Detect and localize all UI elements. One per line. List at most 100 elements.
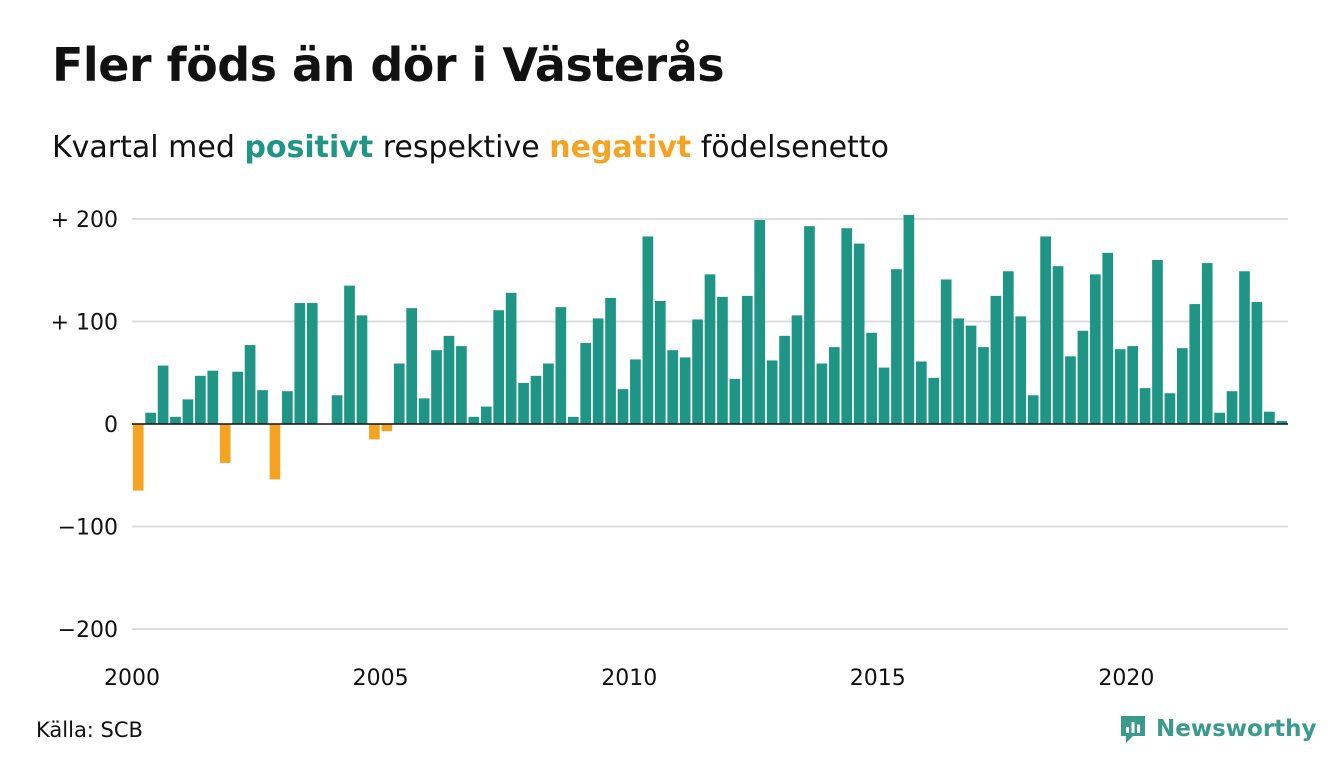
bar-positive — [195, 375, 206, 424]
bar-positive — [605, 297, 616, 424]
bar-positive — [1102, 252, 1114, 424]
bar-positive — [717, 296, 728, 424]
bar-positive — [692, 319, 703, 424]
subtitle-negative-word: negativt — [549, 130, 692, 165]
bar-positive — [928, 377, 940, 424]
bar-positive — [443, 335, 455, 424]
bar-positive — [232, 371, 244, 424]
bar-positive — [257, 390, 268, 424]
bar-positive — [468, 416, 480, 424]
bar-negative — [381, 424, 393, 432]
bar-positive — [828, 347, 840, 424]
bar-positive — [480, 406, 492, 424]
bar-positive — [1276, 420, 1288, 424]
subtitle-positive-word: positivt — [244, 130, 374, 165]
subtitle-text-middle: respektive — [382, 130, 540, 165]
bar-positive — [244, 345, 256, 424]
bar-positive — [1052, 266, 1064, 424]
bar-positive — [580, 343, 592, 424]
bar-negative — [269, 424, 281, 480]
x-tick-label: 2015 — [850, 666, 906, 691]
bar-positive — [704, 274, 716, 424]
bar-positive — [741, 295, 753, 424]
bar-positive — [654, 301, 666, 424]
bar-positive — [779, 335, 790, 424]
bar-positive — [1152, 260, 1163, 424]
source-label: Källa: SCB — [36, 718, 143, 742]
bar-positive — [1040, 236, 1051, 424]
bar-positive — [170, 416, 181, 424]
bar-positive — [1239, 271, 1250, 424]
bar-negative — [369, 424, 380, 440]
bar-positive — [617, 389, 629, 424]
bar-positive — [1015, 316, 1027, 424]
y-tick-label: −100 — [58, 516, 118, 541]
x-tick-label: 2020 — [1098, 666, 1154, 691]
bar-positive — [145, 412, 156, 424]
bar-positive — [1264, 411, 1275, 424]
bar-positive — [754, 220, 766, 424]
bar-positive — [1114, 349, 1126, 424]
bar-positive — [182, 399, 194, 424]
bar-positive — [456, 346, 467, 424]
chart-title: Fler föds än dör i Västerås — [52, 38, 725, 92]
bar-positive — [630, 359, 641, 424]
y-tick-label: 0 — [104, 413, 118, 438]
bar-positive — [1189, 304, 1201, 424]
bar-positive — [1065, 356, 1076, 424]
bar-positive — [965, 325, 977, 424]
bar-positive — [592, 318, 604, 424]
bar-positive — [207, 370, 219, 424]
bar-positive — [940, 279, 952, 424]
bar-positive — [344, 285, 355, 424]
bar-positive — [1089, 274, 1101, 424]
bar-positive — [878, 367, 890, 424]
bar-positive — [505, 292, 517, 424]
bar-positive — [493, 310, 505, 424]
bar-positive — [567, 416, 579, 424]
bar-positive — [555, 307, 567, 424]
bar-positive — [543, 363, 554, 424]
bar-positive — [1077, 330, 1089, 424]
bar-positive — [1027, 395, 1039, 424]
y-tick-label: + 200 — [51, 208, 118, 233]
brand-name: Newsworthy — [1156, 716, 1317, 742]
bar-positive — [1214, 412, 1225, 424]
bar-positive — [791, 315, 803, 424]
bar-positive — [157, 365, 169, 424]
bar-positive — [866, 332, 877, 424]
bar-positive — [418, 398, 430, 424]
bar-positive — [903, 214, 915, 424]
bar-positive — [518, 383, 529, 424]
bar-positive — [804, 226, 815, 424]
bar-positive — [331, 395, 343, 424]
x-tick-label: 2005 — [353, 666, 409, 691]
bar-positive — [816, 363, 828, 424]
bar-positive — [891, 269, 902, 424]
bar-positive — [356, 315, 368, 424]
newsworthy-logo-icon — [1121, 716, 1145, 743]
bar-negative — [132, 424, 144, 491]
bar-positive — [1201, 263, 1213, 424]
bar-negative — [219, 424, 231, 463]
bar-positive — [766, 360, 778, 424]
bar-positive — [1164, 393, 1176, 424]
bar-positive — [679, 357, 691, 424]
bar-positive — [1226, 391, 1238, 424]
bar-positive — [431, 350, 442, 424]
subtitle-text-end: födelsenetto — [700, 130, 889, 165]
chart-subtitle: Kvartal med positivt respektive negativt… — [52, 130, 889, 165]
bar-positive — [642, 236, 654, 424]
y-tick-label: −200 — [58, 618, 118, 643]
bar-positive — [282, 391, 293, 424]
bar-positive — [1127, 346, 1138, 424]
bar-positive — [853, 243, 865, 424]
bar-positive — [1139, 388, 1151, 424]
bar-positive — [1251, 302, 1263, 424]
bar-positive — [990, 295, 1002, 424]
bar-positive — [1002, 271, 1014, 424]
bar-positive — [1176, 348, 1188, 424]
bar-positive — [729, 378, 741, 424]
y-tick-label: + 100 — [51, 311, 118, 336]
